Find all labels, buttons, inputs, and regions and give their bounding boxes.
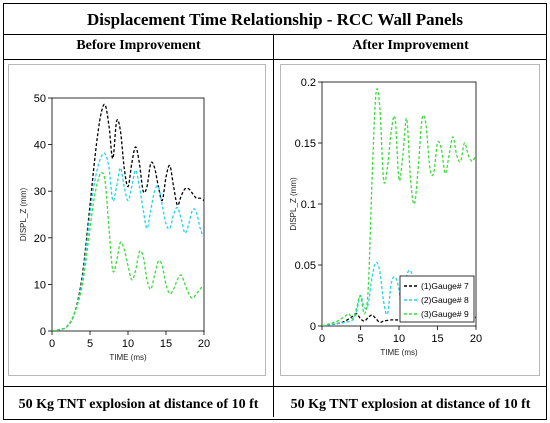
title-divider (4, 34, 546, 35)
caption-divider (4, 386, 546, 387)
x-tick-label: 0 (49, 338, 55, 350)
x-tick-label: 0 (319, 333, 325, 345)
y-tick-label: 0.2 (301, 77, 316, 89)
left-panel-header: Before Improvement (76, 38, 201, 53)
series-line-2 (52, 152, 204, 331)
y-tick-label: 0.15 (295, 138, 316, 150)
series-line-3 (52, 171, 204, 331)
right-caption: 50 Kg TNT explosion at distance of 10 ft (290, 397, 531, 412)
y-tick-label: 0.05 (295, 260, 316, 272)
chart-after-improvement: 0 5 10 15 20 0 0.05 0.1 0.15 0.2 TIME (ms) DISPL_Z … (280, 64, 540, 376)
header-divider (4, 59, 546, 60)
x-tick-label: 15 (431, 333, 443, 345)
panel-divider (273, 34, 274, 417)
legend-box (399, 275, 475, 323)
figure-title: Displacement Time Relationship - RCC Wal… (87, 10, 463, 29)
x-tick-label: 5 (87, 338, 93, 350)
x-tick-label: 10 (122, 338, 134, 350)
right-panel-header: After Improvement (352, 38, 469, 53)
y-tick-label: 40 (34, 140, 46, 152)
legend-entry: (3)Gauge# 9 (421, 309, 469, 319)
x-tick-label: 20 (470, 333, 482, 345)
left-caption: 50 Kg TNT explosion at distance of 10 ft (18, 397, 259, 412)
chart-before-improvement: 0 5 10 15 20 0 10 20 30 40 50 TIME (ms) DISPL_Z (mm) (8, 64, 266, 376)
x-tick-label: 5 (357, 333, 363, 345)
x-axis-label: TIME (ms) (109, 353, 147, 362)
plot-area (51, 97, 205, 332)
y-tick-label: 0 (310, 321, 316, 333)
y-tick-label: 0 (40, 326, 46, 338)
y-tick-label: 10 (34, 279, 46, 291)
legend-entry: (1)Gauge# 7 (421, 281, 469, 291)
y-tick-label: 30 (34, 186, 46, 198)
y-tick-label: 50 (34, 93, 46, 105)
legend-entry: (2)Gauge# 8 (421, 295, 469, 305)
figure-frame: Displacement Time Relationship - RCC Wal… (3, 3, 547, 420)
x-tick-label: 10 (393, 333, 405, 345)
x-tick-label: 15 (160, 338, 172, 350)
x-tick-label: 20 (198, 338, 210, 350)
x-axis-label: TIME (ms) (380, 348, 418, 357)
y-tick-label: 0.1 (301, 199, 316, 211)
y-axis-label: DISPL_Z (mm) (19, 188, 28, 242)
y-axis-label: DISPL_Z (mm) (289, 177, 298, 231)
series-line-1 (322, 313, 476, 326)
y-tick-label: 20 (34, 233, 46, 245)
series-line-3 (322, 88, 476, 326)
series-line-1 (52, 103, 204, 331)
